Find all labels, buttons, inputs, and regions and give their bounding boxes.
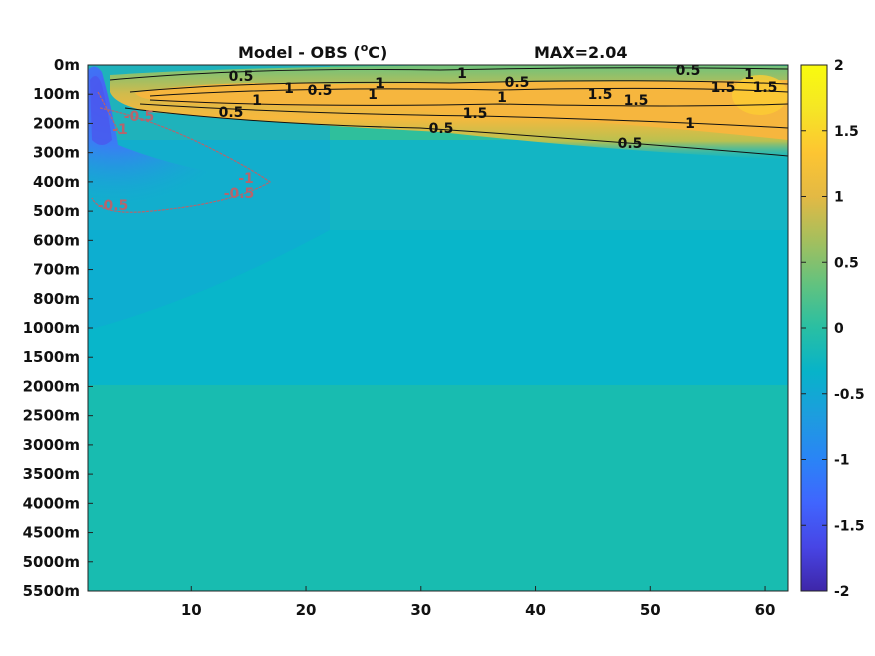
- y-tick-label: 1000m: [23, 319, 80, 337]
- contour-label: 1.5: [711, 80, 736, 96]
- y-tick-label: 400m: [33, 173, 80, 191]
- y-tick-label: 5500m: [23, 582, 80, 600]
- cold-anomaly: [88, 66, 270, 213]
- contour-label: 0.5: [676, 63, 701, 79]
- contour-line-neg-1: [97, 91, 121, 136]
- colorbar-tick-label: 1.5: [834, 124, 859, 140]
- contour-label: 1.5: [753, 80, 778, 96]
- contour-label: 1: [744, 67, 754, 83]
- contour-label-negative: -1: [238, 171, 254, 187]
- contour-label: 1: [284, 81, 294, 97]
- cold-core: [90, 76, 112, 145]
- y-tick-label: 500m: [33, 202, 80, 220]
- contour-line-0.5-lower: [124, 107, 788, 157]
- x-tick-label: 10: [181, 601, 202, 619]
- contour-label: 1: [368, 87, 378, 103]
- y-tick-label: 100m: [33, 85, 80, 103]
- contour-line-0.5-upper: [109, 67, 788, 81]
- y-tick-label: 2500m: [23, 407, 80, 425]
- contour-labels: 0.510.510.511.510.50.51.511.510.51.51 1.5…: [98, 63, 778, 214]
- colorbar-tick-label: 0: [834, 321, 844, 337]
- contour-label: 1.5: [624, 93, 649, 109]
- contour-label: 1.5: [463, 106, 488, 122]
- contour-label-negative: -0.5: [98, 198, 129, 214]
- x-tick-label: 60: [755, 601, 776, 619]
- colorbar-ticks: 2 1.5 1 0.5 0 -0.5 -1 -1.5 -2: [801, 58, 865, 600]
- y-tick-label: 1500m: [23, 348, 80, 366]
- contour-label: 0.5: [219, 105, 244, 121]
- y-tick-label: 200m: [33, 114, 80, 132]
- contour-label: 1: [685, 116, 695, 132]
- y-tick-label: 3500m: [23, 465, 80, 483]
- contour-line-1.5: [149, 87, 788, 107]
- y-tick-label: 0m: [54, 56, 80, 74]
- contour-label: 1.5: [588, 87, 613, 103]
- y-tick-label: 800m: [33, 290, 80, 308]
- colorbar-tick-label: 1: [834, 190, 844, 206]
- colorbar-tick-label: 2: [834, 58, 844, 74]
- colorbar-tick-label: -1.5: [834, 518, 865, 534]
- y-tick-label: 4500m: [23, 524, 80, 542]
- max-value-label: MAX=2.04: [534, 43, 628, 62]
- y-axis: 0m 100m 200m 300m 400m 500m 600m 700m 800m 1000m 1…: [23, 56, 93, 600]
- x-tick-label: 50: [640, 601, 661, 619]
- y-tick-label: 300m: [33, 144, 80, 162]
- chart-title: Model - OBS (oC): [238, 41, 387, 62]
- y-tick-label: 700m: [33, 261, 80, 279]
- x-tick-label: 40: [525, 601, 546, 619]
- contour-label: 0.5: [429, 121, 454, 137]
- colorbar-tick-label: -2: [834, 584, 850, 600]
- y-tick-label: 600m: [33, 231, 80, 249]
- x-axis: 10 20 30 40 50 60: [181, 586, 776, 619]
- contour-label-negative: -0.5: [124, 109, 155, 125]
- contour-line-1-upper: [129, 80, 788, 93]
- contour-label: 0.5: [505, 75, 530, 91]
- contour-label-negative: -0.5: [224, 186, 255, 202]
- contour-label: 0.5: [308, 83, 333, 99]
- y-tick-label: 5000m: [23, 553, 80, 571]
- x-tick-label: 30: [410, 601, 431, 619]
- colorbar-tick-label: -0.5: [834, 387, 865, 403]
- contour-label: 0.5: [618, 136, 643, 152]
- contour-line-neg-0.5: [91, 107, 272, 213]
- contour-label: 1: [252, 93, 262, 109]
- contour-label: 1: [497, 90, 507, 106]
- contour-label: 1: [457, 66, 467, 82]
- contour-label: 0.5: [229, 69, 254, 85]
- contour-label-negative: -1: [112, 122, 128, 138]
- colorbar-tick-label: -1: [834, 453, 850, 469]
- warm-band-core: [135, 80, 788, 140]
- y-tick-label: 2000m: [23, 377, 80, 395]
- y-tick-label: 4000m: [23, 494, 80, 512]
- contour-label: 1: [375, 76, 385, 92]
- y-tick-label: 3000m: [23, 436, 80, 454]
- colorbar: 2 1.5 1 0.5 0 -0.5 -1 -1.5 -2: [800, 58, 865, 600]
- contour-line-1-lower: [139, 103, 788, 129]
- x-tick-label: 20: [296, 601, 317, 619]
- heatmap-field: [88, 65, 788, 591]
- colorbar-tick-label: 0.5: [834, 255, 859, 271]
